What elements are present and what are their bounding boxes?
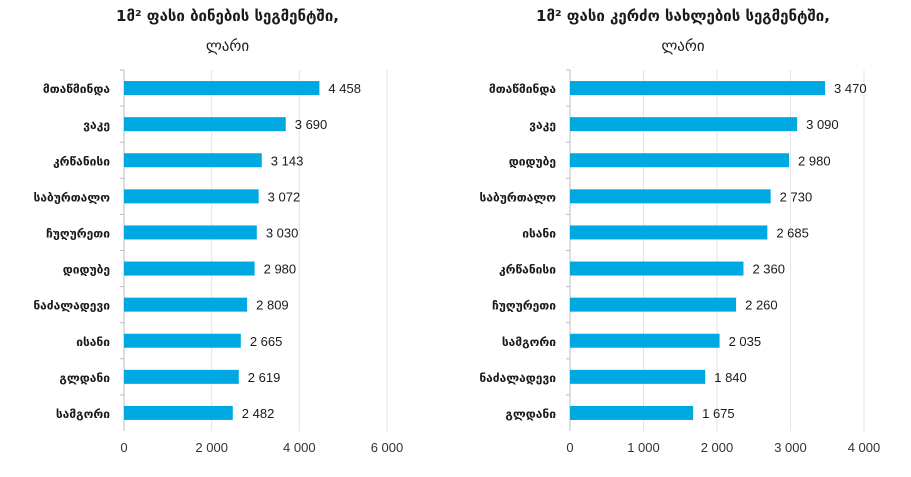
category-label: ნაძალადევი [479,371,556,385]
value-label: 2 482 [242,406,275,421]
bar [124,333,241,348]
bar [570,117,798,132]
houses-bar-chart: 0 1 000 2 000 3 000 4 000 მთაწმინდა 3 470 ვაკე 3… [479,69,881,455]
value-label: 2 730 [780,189,813,204]
x-tick-label: 4 000 [848,440,881,455]
value-label: 2 619 [248,370,281,385]
value-label: 3 030 [266,225,299,240]
bar [124,261,255,276]
category-label: საბურთალო [480,190,557,204]
category-label: ისანი [522,226,556,240]
value-label: 4 458 [328,81,361,96]
bar [570,153,790,168]
bar [124,297,248,312]
bar [570,405,694,420]
bar [124,189,259,204]
houses-chart-panel: 1მ² ფასი კერძო სახლების სეგმენტში, ლარი … [455,0,911,477]
category-label: ისანი [76,335,110,349]
chart-title-line1: 1მ² ფასი კერძო სახლების სეგმენტში, [536,7,830,25]
value-label: 2 980 [798,153,831,168]
chart-title-line1: 1მ² ფასი ბინების სეგმენტში, [116,7,339,25]
x-tick-label: 0 [566,440,573,455]
category-label: დიდუბე [509,154,556,168]
category-label: კრწანისი [499,263,556,277]
bar [124,153,262,168]
value-label: 3 470 [834,81,867,96]
apartments-chart-panel: 1მ² ფასი ბინების სეგმენტში, ლარი 0 2 000 4… [0,0,455,477]
apartments-bar-chart: 0 2 000 4 000 6 000 მთაწმინდა 4 458 ვაკე 3 690 კ… [33,69,404,455]
bar [570,189,771,204]
category-label: კრწანისი [53,154,110,168]
bar [124,225,257,240]
value-label: 2 980 [264,262,297,277]
x-tick-label: 3 000 [774,440,807,455]
value-label: 1 675 [702,406,735,421]
bar [570,333,720,348]
bar [570,81,826,96]
bar [570,369,706,384]
value-label: 3 690 [295,117,328,132]
category-label: საბურთალო [34,190,111,204]
value-label: 2 360 [752,262,785,277]
category-label: ჩუღურეთი [46,226,110,240]
value-label: 2 809 [256,298,289,313]
bar [124,405,233,420]
x-tick-label: 4 000 [283,440,316,455]
value-label: 2 035 [729,334,762,349]
value-label: 2 685 [776,225,809,240]
value-label: 3 090 [806,117,839,132]
category-label: ჩუღურეთი [492,299,556,313]
bar [124,81,320,96]
category-label: მთაწმინდა [489,82,556,96]
bar [570,225,768,240]
chart-title-line2: ლარი [205,37,250,55]
chart-title: 1მ² ფასი კერძო სახლების სეგმენტში, ლარი [455,4,911,60]
x-tick-label: 2 000 [195,440,228,455]
bar [124,117,286,132]
bar [570,261,744,276]
chart-title: 1მ² ფასი ბინების სეგმენტში, ლარი [0,4,455,60]
category-label: ვაკე [529,118,556,132]
value-label: 2 665 [250,334,283,349]
chart-title-line2: ლარი [661,37,705,55]
bar [124,369,239,384]
x-tick-label: 1 000 [627,440,660,455]
value-label: 3 143 [271,153,304,168]
category-label: მთაწმინდა [43,82,110,96]
category-label: დიდუბე [63,263,110,277]
x-tick-label: 6 000 [371,440,404,455]
x-tick-label: 2 000 [701,440,734,455]
value-label: 3 072 [268,189,301,204]
bar [570,297,737,312]
x-tick-label: 0 [120,440,127,455]
category-label: სამგორი [502,335,556,349]
value-label: 2 260 [745,298,778,313]
value-label: 1 840 [714,370,747,385]
category-label: გლდანი [505,407,556,421]
category-label: გლდანი [59,371,110,385]
category-label: ვაკე [83,118,110,132]
category-label: ნაძალადევი [33,299,110,313]
category-label: სამგორი [56,407,110,421]
